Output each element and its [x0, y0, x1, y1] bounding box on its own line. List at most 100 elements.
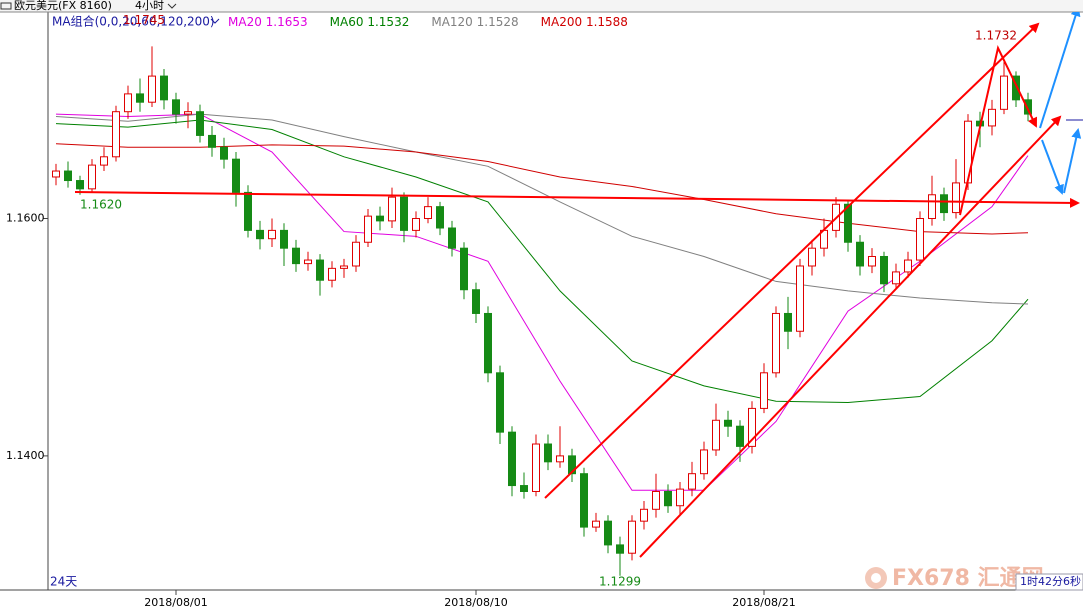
channel-upper — [544, 22, 1040, 499]
candle-body — [904, 259, 912, 273]
candle-body — [748, 407, 756, 447]
candle-body — [184, 111, 192, 115]
candle-body — [964, 120, 972, 184]
candle-body — [580, 473, 588, 528]
candle-body — [340, 265, 348, 269]
support-line — [74, 191, 1080, 208]
candle-body — [352, 241, 360, 267]
candle-body — [916, 218, 924, 261]
candle-body — [280, 229, 288, 249]
candle-body — [736, 425, 744, 447]
candle-body — [760, 372, 768, 409]
legend-value: 1.1528 — [477, 15, 519, 29]
candle-body — [664, 490, 672, 507]
period[interactable]: 4小时 — [135, 0, 164, 12]
candle-body — [52, 170, 60, 178]
candle-body — [1012, 75, 1020, 101]
candle-body — [172, 99, 180, 115]
candle-body — [940, 194, 948, 214]
candle-body — [400, 196, 408, 231]
legend-name: MA200 — [541, 15, 582, 29]
candle-body — [532, 443, 540, 492]
candle-body — [64, 170, 72, 182]
candle-body — [148, 75, 156, 103]
candle-body — [676, 488, 684, 507]
candle-body — [364, 215, 372, 243]
candle-body — [220, 146, 228, 160]
candle-body — [292, 247, 300, 265]
candle-body — [688, 473, 696, 490]
candle-body — [604, 520, 612, 546]
legend-entry: MA120 1.1528 — [431, 15, 518, 29]
legend-value: 1.1653 — [266, 15, 308, 29]
legend-value: 1.1532 — [367, 15, 409, 29]
trend-drawings — [74, 12, 1083, 558]
blue-arrow-up — [1039, 12, 1081, 129]
legend-dropdown[interactable] — [210, 18, 220, 24]
candle-body — [436, 206, 444, 229]
timer: 1时42分6秒 — [1020, 574, 1081, 588]
candle-body — [472, 289, 480, 314]
candle-body — [484, 312, 492, 374]
candle-body — [556, 455, 564, 463]
candle-body — [520, 485, 528, 492]
candle-body — [892, 271, 900, 285]
candle-body — [784, 312, 792, 332]
low-label: 1.1620 — [80, 197, 122, 211]
symbol: 欧元美元(FX 8160) — [14, 0, 112, 12]
candle-body — [412, 218, 420, 231]
candle-body — [268, 229, 276, 240]
y-tick-label: 1.1400 — [6, 449, 45, 462]
plot-area: 1.1745 1.1732 1.1620 1.1299 — [52, 12, 1083, 589]
candle-body — [616, 544, 624, 554]
candle-body — [460, 247, 468, 291]
wave-arrow — [959, 45, 1037, 216]
candle-body — [256, 229, 264, 240]
candle-body — [808, 247, 816, 267]
high-label: 1.1745 — [123, 13, 165, 27]
candle-body — [544, 443, 552, 463]
candle-body — [88, 164, 96, 190]
candle-body — [508, 431, 516, 487]
candle-body — [76, 180, 84, 190]
candle-body — [1000, 75, 1008, 110]
candle-body — [772, 312, 780, 374]
extreme-labels: 1.1745 1.1732 1.1620 1.1299 — [80, 13, 1017, 589]
candle-body — [868, 255, 876, 267]
candle-body — [124, 93, 132, 113]
candle-body — [496, 372, 504, 433]
timer-box — [1015, 573, 1083, 591]
candle-body — [640, 508, 648, 522]
candle-body — [988, 108, 996, 127]
legend-group[interactable]: MA组合(0,0,20,60,120,200) — [52, 14, 215, 29]
candle-body — [844, 203, 852, 243]
candle-body — [232, 158, 240, 193]
legend-entry: MA20 1.1653 — [228, 15, 308, 29]
low-label: 1.1299 — [599, 575, 641, 589]
candle-body — [208, 134, 216, 148]
legend-name: MA120 — [431, 15, 472, 29]
candle-body — [856, 241, 864, 267]
candle-body — [1024, 99, 1032, 115]
candle-body — [100, 156, 108, 166]
period-dropdown[interactable] — [167, 3, 177, 9]
legend: MA20 1.1653 MA60 1.1532 MA120 1.1528 MA200 … — [228, 15, 628, 29]
candle-body — [928, 194, 936, 220]
candle-body — [136, 93, 144, 103]
candle-body — [316, 259, 324, 281]
range-label: 24天 — [50, 575, 77, 589]
blue-arrow-down — [1041, 139, 1064, 195]
candle-body — [376, 215, 384, 222]
watermark-logo-inner — [871, 573, 881, 583]
legend-entry: MA60 1.1532 — [330, 15, 410, 29]
high-label: 1.1732 — [975, 28, 1017, 42]
candle-body — [952, 182, 960, 214]
candle-body — [112, 111, 120, 158]
candle-body — [244, 191, 252, 231]
legend-name: MA60 — [330, 15, 364, 29]
legend-value: 1.1588 — [586, 15, 628, 29]
x-tick-label: 2018/08/21 — [732, 596, 795, 609]
channel-lower — [639, 115, 1062, 558]
